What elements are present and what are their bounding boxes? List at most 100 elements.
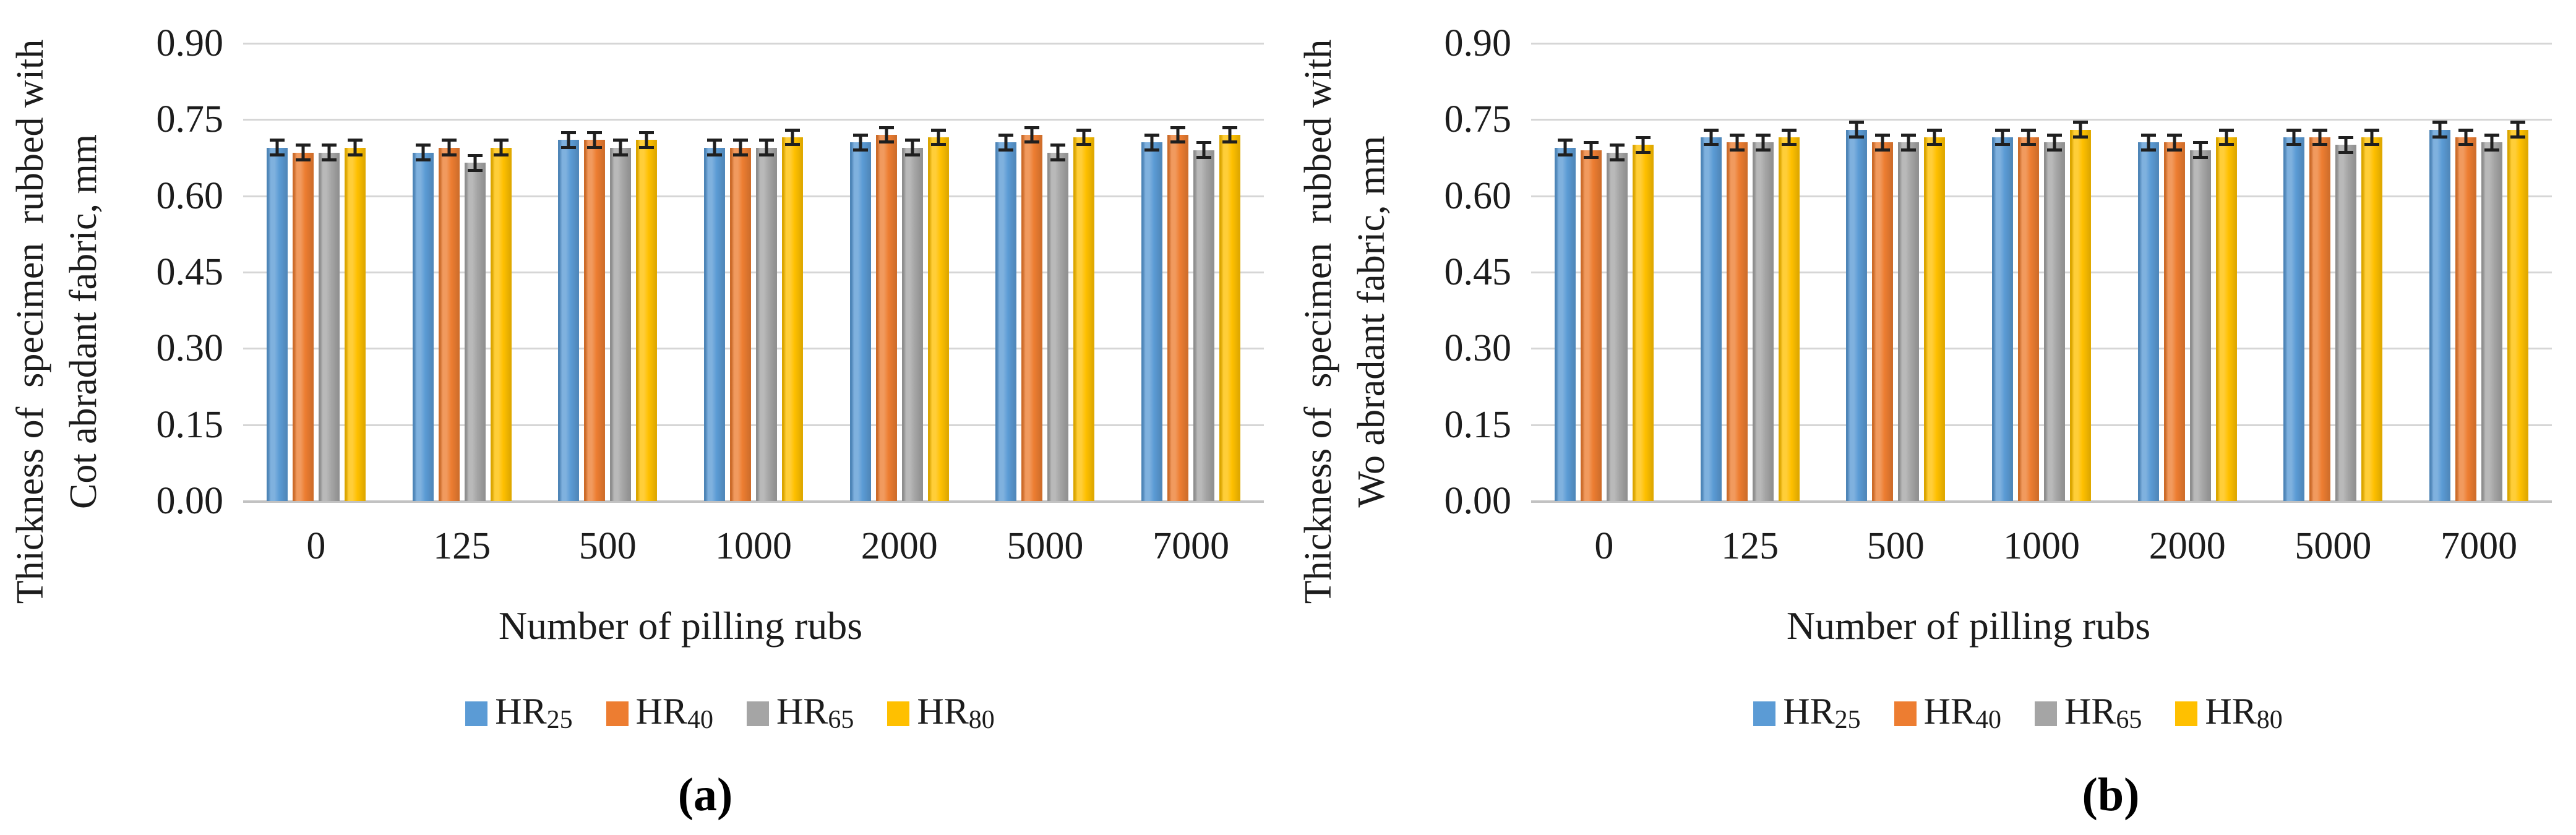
error-bar-cap (1144, 148, 1160, 152)
error-bar-line (739, 139, 742, 156)
bar-shading (2283, 137, 2305, 501)
error-bar-line (619, 139, 622, 156)
error-bar (759, 139, 774, 156)
bar (1752, 142, 1774, 501)
error-bar-cap (2338, 150, 2354, 154)
y-axis-title-line2: Wo abradant fabric, mm (1350, 135, 1393, 508)
error-bar-line (1563, 139, 1567, 156)
bar (1778, 137, 1800, 501)
bar-shading (1047, 152, 1069, 501)
error-bar-cap (1927, 143, 1943, 147)
y-tick-label: 0.15 (156, 403, 224, 446)
error-bar-cap (2140, 134, 2156, 137)
error-bar (1755, 134, 1771, 152)
error-bar-line (1589, 141, 1593, 159)
gridline (1531, 119, 2552, 121)
error-bar-cap (1703, 143, 1719, 147)
error-bar-line (765, 139, 768, 156)
caption: (b) (2082, 769, 2140, 821)
bar-shading (2163, 142, 2185, 501)
error-bar-cap (1995, 128, 2010, 132)
error-bar-cap (1609, 143, 1625, 147)
bar (1898, 142, 1920, 501)
error-bar-line (2490, 134, 2494, 152)
legend-swatch (465, 701, 488, 726)
legend-label: HR80 (2205, 691, 2283, 734)
error-bar-cap (2021, 143, 2036, 147)
bar (1073, 137, 1095, 501)
bar (2044, 142, 2065, 501)
y-tick-label: 0.00 (1444, 480, 1512, 522)
error-bar-cap (1755, 134, 1771, 137)
error-bar (639, 131, 655, 149)
bar-shading (558, 140, 580, 501)
bar (1700, 137, 1722, 501)
bar (438, 147, 460, 501)
bar (584, 140, 606, 501)
error-bar-cap (2021, 128, 2036, 132)
error-bar-cap (1196, 141, 1212, 145)
bar-shading (636, 140, 658, 501)
bar-shading (490, 147, 512, 501)
error-bar (2218, 128, 2234, 147)
error-bar-cap (1222, 126, 1238, 129)
error-bar (561, 131, 577, 149)
bar (901, 147, 923, 501)
error-bar (1901, 134, 1917, 152)
error-bar-cap (295, 143, 311, 147)
error-bar-cap (2432, 135, 2448, 139)
error-bar-line (1855, 121, 1858, 139)
error-bar-line (1735, 134, 1739, 152)
bar (1141, 142, 1163, 501)
error-bar (1729, 134, 1745, 152)
bar (2163, 142, 2185, 501)
bar-shading (1632, 145, 1654, 501)
bar-shading (1141, 142, 1163, 501)
gridline (243, 348, 1264, 350)
bar (995, 142, 1017, 501)
bar-shading (1606, 152, 1628, 501)
x-tick-label: 500 (578, 525, 637, 567)
error-bar-cap (467, 168, 483, 172)
error-bar-cap (1024, 140, 1040, 144)
error-bar-cap (2166, 134, 2182, 137)
error-bar-line (2464, 128, 2468, 147)
bar (1872, 142, 1894, 501)
y-tick-label: 0.75 (156, 98, 224, 141)
error-bar-line (1004, 134, 1008, 152)
x-tick-label: 1000 (2003, 525, 2080, 567)
error-bar-cap (1050, 158, 1066, 162)
error-bar-cap (852, 148, 868, 152)
error-bar-cap (2338, 136, 2354, 140)
error-bar-cap (2140, 148, 2156, 152)
error-bar-cap (1729, 134, 1745, 137)
y-tick-label: 0.90 (156, 22, 224, 64)
bar-shading (2429, 129, 2451, 501)
error-bar-line (567, 131, 570, 149)
bar-shading (1021, 135, 1043, 501)
legend-label: HR25 (1783, 691, 1861, 734)
error-bar (415, 143, 431, 162)
error-bar-cap (2073, 135, 2088, 139)
error-bar-cap (613, 153, 629, 156)
error-bar-line (275, 139, 279, 156)
legend-item: HR80 (887, 692, 995, 735)
bar (266, 147, 288, 501)
error-bar-cap (2312, 128, 2328, 132)
error-bar-line (327, 143, 331, 162)
error-bar-cap (639, 131, 655, 134)
error-bar-line (1056, 143, 1060, 162)
error-bar-cap (1901, 134, 1917, 137)
x-tick-label: 500 (1866, 525, 1925, 567)
error-bar-cap (493, 139, 509, 142)
error-bar-cap (2047, 134, 2062, 137)
bar-shading (2215, 137, 2237, 501)
error-bar-cap (1170, 126, 1186, 129)
bar (1021, 135, 1043, 501)
legend-label: HR40 (1923, 691, 2001, 734)
error-bar-line (2173, 134, 2176, 152)
error-bar-cap (1849, 135, 1865, 139)
bar (1580, 150, 1602, 501)
legend-item: HR40 (606, 692, 713, 735)
error-bar-line (1202, 141, 1206, 159)
